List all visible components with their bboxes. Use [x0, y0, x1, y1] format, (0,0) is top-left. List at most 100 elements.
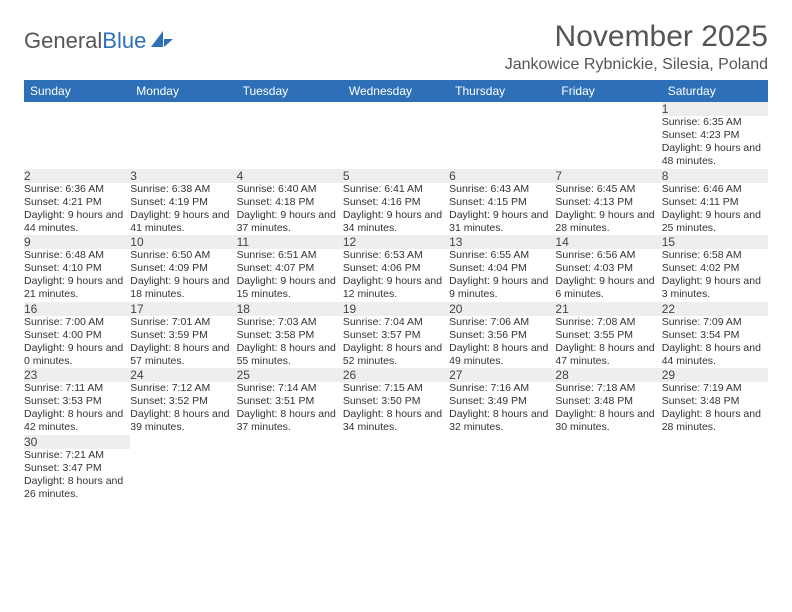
weekday-header: Saturday	[662, 80, 768, 102]
day-detail: Sunrise: 7:21 AMSunset: 3:47 PMDaylight:…	[24, 449, 130, 502]
day-number: 8	[662, 169, 768, 183]
day-number	[130, 435, 236, 449]
logo-text-blue: Blue	[102, 28, 146, 54]
day-number: 14	[555, 235, 661, 249]
day-number	[449, 102, 555, 116]
day-number: 10	[130, 235, 236, 249]
day-detail: Sunrise: 6:40 AMSunset: 4:18 PMDaylight:…	[237, 183, 343, 236]
day-detail-row: Sunrise: 7:21 AMSunset: 3:47 PMDaylight:…	[24, 449, 768, 502]
weekday-header: Thursday	[449, 80, 555, 102]
day-detail-row: Sunrise: 7:11 AMSunset: 3:53 PMDaylight:…	[24, 382, 768, 435]
day-detail: Sunrise: 7:15 AMSunset: 3:50 PMDaylight:…	[343, 382, 449, 435]
day-detail: Sunrise: 6:45 AMSunset: 4:13 PMDaylight:…	[555, 183, 661, 236]
day-detail: Sunrise: 7:14 AMSunset: 3:51 PMDaylight:…	[237, 382, 343, 435]
day-detail: Sunrise: 6:36 AMSunset: 4:21 PMDaylight:…	[24, 183, 130, 236]
logo: GeneralBlue	[24, 28, 175, 54]
day-number: 28	[555, 368, 661, 382]
day-detail	[343, 449, 449, 502]
day-number-row: 2345678	[24, 169, 768, 183]
day-number	[662, 435, 768, 449]
day-detail: Sunrise: 7:03 AMSunset: 3:58 PMDaylight:…	[237, 316, 343, 369]
day-number: 16	[24, 302, 130, 316]
day-detail: Sunrise: 6:48 AMSunset: 4:10 PMDaylight:…	[24, 249, 130, 302]
day-detail: Sunrise: 7:08 AMSunset: 3:55 PMDaylight:…	[555, 316, 661, 369]
weekday-header: Friday	[555, 80, 661, 102]
day-number: 1	[662, 102, 768, 116]
day-detail: Sunrise: 7:19 AMSunset: 3:48 PMDaylight:…	[662, 382, 768, 435]
day-number: 4	[237, 169, 343, 183]
day-detail: Sunrise: 7:06 AMSunset: 3:56 PMDaylight:…	[449, 316, 555, 369]
day-number-row: 23242526272829	[24, 368, 768, 382]
day-detail: Sunrise: 6:55 AMSunset: 4:04 PMDaylight:…	[449, 249, 555, 302]
day-number: 15	[662, 235, 768, 249]
day-detail: Sunrise: 6:41 AMSunset: 4:16 PMDaylight:…	[343, 183, 449, 236]
day-detail: Sunrise: 7:09 AMSunset: 3:54 PMDaylight:…	[662, 316, 768, 369]
day-detail	[237, 449, 343, 502]
day-number	[24, 102, 130, 116]
day-detail: Sunrise: 7:11 AMSunset: 3:53 PMDaylight:…	[24, 382, 130, 435]
day-detail	[662, 449, 768, 502]
day-number	[449, 435, 555, 449]
day-number: 27	[449, 368, 555, 382]
day-number: 3	[130, 169, 236, 183]
day-number	[237, 102, 343, 116]
day-number: 5	[343, 169, 449, 183]
location: Jankowice Rybnickie, Silesia, Poland	[505, 56, 768, 74]
day-number: 25	[237, 368, 343, 382]
day-number: 21	[555, 302, 661, 316]
weekday-header: Monday	[130, 80, 236, 102]
day-number: 12	[343, 235, 449, 249]
day-detail-row: Sunrise: 6:35 AMSunset: 4:23 PMDaylight:…	[24, 116, 768, 169]
day-detail: Sunrise: 6:53 AMSunset: 4:06 PMDaylight:…	[343, 249, 449, 302]
day-number: 17	[130, 302, 236, 316]
weekday-header: Wednesday	[343, 80, 449, 102]
day-detail	[24, 116, 130, 169]
day-number-row: 9101112131415	[24, 235, 768, 249]
day-number	[555, 435, 661, 449]
day-number: 22	[662, 302, 768, 316]
day-number	[130, 102, 236, 116]
day-detail: Sunrise: 6:46 AMSunset: 4:11 PMDaylight:…	[662, 183, 768, 236]
title-block: November 2025 Jankowice Rybnickie, Siles…	[505, 20, 768, 74]
day-detail-row: Sunrise: 7:00 AMSunset: 4:00 PMDaylight:…	[24, 316, 768, 369]
day-detail: Sunrise: 7:18 AMSunset: 3:48 PMDaylight:…	[555, 382, 661, 435]
day-detail	[449, 449, 555, 502]
day-detail: Sunrise: 6:51 AMSunset: 4:07 PMDaylight:…	[237, 249, 343, 302]
day-detail	[237, 116, 343, 169]
header: GeneralBlue November 2025 Jankowice Rybn…	[24, 20, 768, 74]
day-number: 11	[237, 235, 343, 249]
day-number: 9	[24, 235, 130, 249]
day-number: 18	[237, 302, 343, 316]
day-number: 20	[449, 302, 555, 316]
day-number: 23	[24, 368, 130, 382]
day-number	[237, 435, 343, 449]
calendar-table: Sunday Monday Tuesday Wednesday Thursday…	[24, 80, 768, 501]
logo-text-general: General	[24, 28, 102, 54]
logo-sail-icon	[149, 29, 175, 49]
day-number-row: 30	[24, 435, 768, 449]
day-number: 29	[662, 368, 768, 382]
calendar-body: 1Sunrise: 6:35 AMSunset: 4:23 PMDaylight…	[24, 102, 768, 501]
day-detail	[130, 449, 236, 502]
day-number: 19	[343, 302, 449, 316]
day-number: 30	[24, 435, 130, 449]
day-number: 26	[343, 368, 449, 382]
day-number: 7	[555, 169, 661, 183]
weekday-header: Sunday	[24, 80, 130, 102]
day-detail: Sunrise: 7:12 AMSunset: 3:52 PMDaylight:…	[130, 382, 236, 435]
day-detail: Sunrise: 7:01 AMSunset: 3:59 PMDaylight:…	[130, 316, 236, 369]
day-detail: Sunrise: 6:35 AMSunset: 4:23 PMDaylight:…	[662, 116, 768, 169]
day-detail: Sunrise: 7:04 AMSunset: 3:57 PMDaylight:…	[343, 316, 449, 369]
weekday-header-row: Sunday Monday Tuesday Wednesday Thursday…	[24, 80, 768, 102]
day-detail-row: Sunrise: 6:36 AMSunset: 4:21 PMDaylight:…	[24, 183, 768, 236]
day-number-row: 1	[24, 102, 768, 116]
day-number: 6	[449, 169, 555, 183]
day-number: 24	[130, 368, 236, 382]
day-number-row: 16171819202122	[24, 302, 768, 316]
day-detail: Sunrise: 6:58 AMSunset: 4:02 PMDaylight:…	[662, 249, 768, 302]
day-detail	[343, 116, 449, 169]
weekday-header: Tuesday	[237, 80, 343, 102]
month-title: November 2025	[505, 20, 768, 54]
day-detail	[555, 449, 661, 502]
day-number: 2	[24, 169, 130, 183]
